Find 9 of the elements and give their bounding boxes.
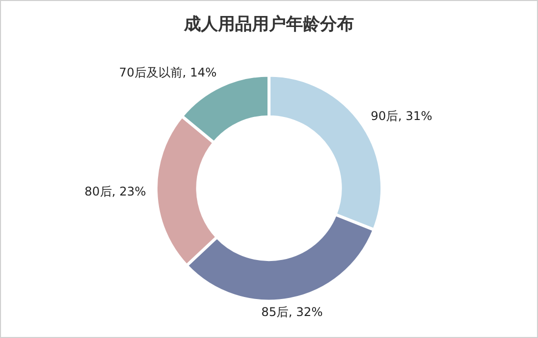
slice-label: 70后及以前: [119, 65, 182, 80]
data-label: , 32%: [288, 305, 323, 320]
slice-label: 80后: [84, 184, 112, 198]
slice-label: 85后: [261, 305, 289, 320]
data-label: , 31%: [398, 108, 432, 123]
data-label: , 14%: [182, 65, 217, 80]
data-label: , 23%: [112, 184, 146, 198]
chart-title: 成人用品用户年龄分布: [183, 14, 354, 35]
slice-label: 90后: [370, 108, 398, 123]
